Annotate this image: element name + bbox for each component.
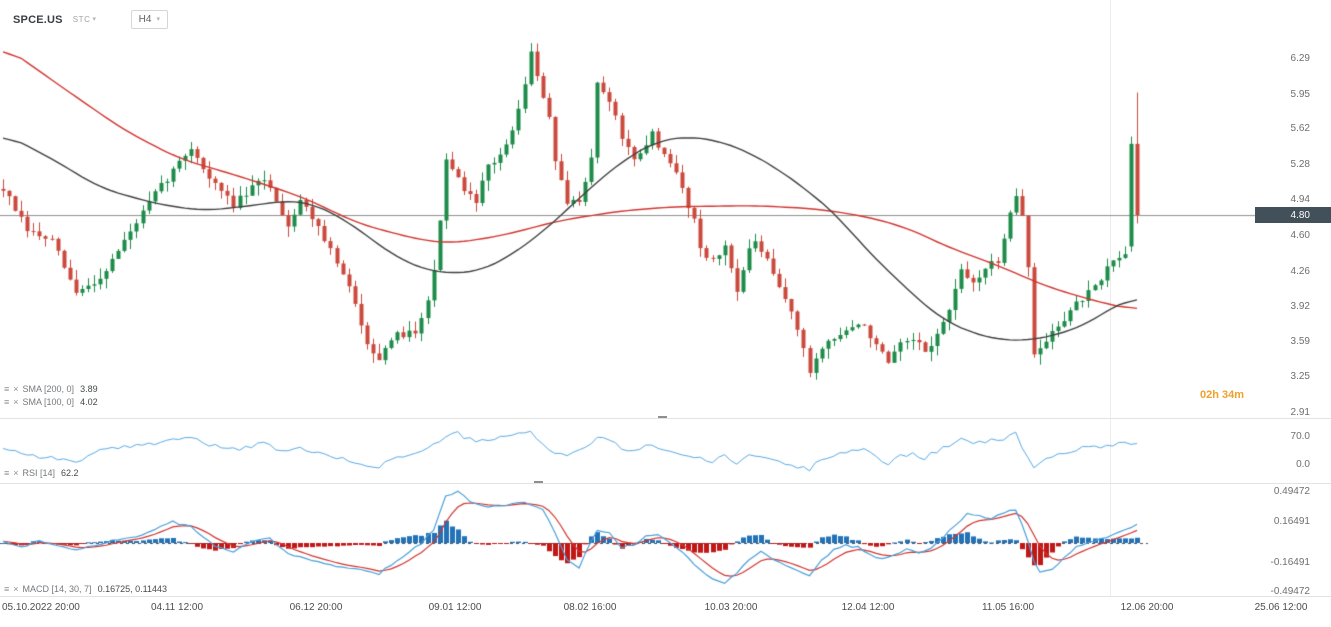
timeframe-label: H4 — [138, 14, 152, 25]
price-axis-tick: 3.92 — [1290, 301, 1310, 313]
sma100-value: 4.02 — [80, 397, 98, 407]
market-code-dropdown[interactable]: STC ▾ — [73, 15, 97, 24]
rsi-label: RSI [14] — [22, 468, 56, 478]
macd-axis-tick: -0.16491 — [1270, 557, 1310, 568]
price-axis-tick: 4.94 — [1290, 194, 1310, 206]
bar-countdown-timer: 02h 34m — [1200, 389, 1245, 401]
indicator-remove-icon[interactable]: × — [13, 467, 19, 478]
sma200-legend: ≡ × SMA [200, 0] 3.89 — [4, 384, 98, 394]
price-axis-tick: 6.29 — [1290, 53, 1310, 64]
time-axis-label: 12.06 20:00 — [1120, 602, 1174, 613]
indicator-settings-icon[interactable]: ≡ — [4, 383, 10, 394]
chart-header: SPCE.US STC ▾ H4 ▾ — [13, 10, 168, 29]
sma100-label: SMA [100, 0] — [22, 397, 75, 407]
time-axis-label: 09.01 12:00 — [428, 602, 482, 613]
rsi-axis-tick: 70.0 — [1290, 431, 1310, 442]
sma200-label: SMA [200, 0] — [22, 384, 75, 394]
panel-separator-rsi[interactable] — [0, 418, 1331, 419]
indicator-settings-icon[interactable]: ≡ — [4, 467, 10, 478]
chevron-down-icon: ▾ — [156, 16, 160, 23]
macd-axis-tick: 0.49472 — [1273, 486, 1310, 497]
sma200-value: 3.89 — [80, 384, 98, 394]
indicator-settings-icon[interactable]: ≡ — [4, 396, 10, 407]
macd-value: 0.16725, 0.11443 — [97, 584, 167, 594]
time-axis-label: 10.03 20:00 — [704, 602, 758, 613]
price-axis-tick: 5.62 — [1290, 123, 1310, 135]
price-axis-tick: 5.28 — [1290, 158, 1310, 170]
macd-label: MACD [14, 30, 7] — [22, 584, 92, 594]
indicator-settings-icon[interactable]: ≡ — [4, 583, 10, 594]
chevron-down-icon: ▾ — [92, 16, 97, 23]
indicator-remove-icon[interactable]: × — [13, 583, 19, 594]
panel-resize-handle[interactable] — [658, 416, 667, 418]
panel-resize-handle[interactable] — [534, 481, 543, 483]
macd-axis-tick: -0.49472 — [1270, 586, 1310, 597]
time-axis-label: 06.12 20:00 — [289, 602, 343, 613]
panel-separator-bottom — [0, 596, 1331, 597]
time-axis-label: 04.11 12:00 — [150, 602, 204, 613]
rsi-axis-tick: 0.0 — [1296, 459, 1310, 470]
panel-separator-macd[interactable] — [0, 483, 1331, 484]
indicator-remove-icon[interactable]: × — [13, 383, 19, 394]
macd-axis-tick: 0.16491 — [1273, 516, 1310, 527]
current-price-badge: 4.80 — [1255, 207, 1331, 223]
market-code-label: STC — [72, 15, 91, 24]
price-axis-tick: 4.26 — [1290, 265, 1310, 277]
price-axis-tick: 5.95 — [1290, 88, 1310, 100]
macd-legend: ≡ × MACD [14, 30, 7] 0.16725, 0.11443 — [4, 584, 167, 594]
time-axis-label: 25.06 12:00 — [1254, 602, 1308, 613]
rsi-value: 62.2 — [61, 468, 79, 478]
price-axis-tick: 3.59 — [1290, 335, 1310, 347]
time-axis-label: 12.04 12:00 — [841, 602, 895, 613]
sma100-legend: ≡ × SMA [100, 0] 4.02 — [4, 397, 98, 407]
price-axis-tick: 4.60 — [1290, 229, 1310, 241]
indicator-remove-icon[interactable]: × — [13, 396, 19, 407]
time-axis-label: 05.10.2022 20:00 — [2, 602, 80, 613]
price-axis-tick: 2.91 — [1290, 406, 1310, 418]
symbol-name[interactable]: SPCE.US — [13, 13, 63, 26]
rsi-legend: ≡ × RSI [14] 62.2 — [4, 468, 79, 478]
time-axis-label: 11.05 16:00 — [981, 602, 1035, 613]
timeframe-selector[interactable]: H4 ▾ — [130, 10, 168, 29]
price-axis-tick: 3.25 — [1290, 371, 1310, 383]
time-axis-label: 08.02 16:00 — [563, 602, 617, 613]
